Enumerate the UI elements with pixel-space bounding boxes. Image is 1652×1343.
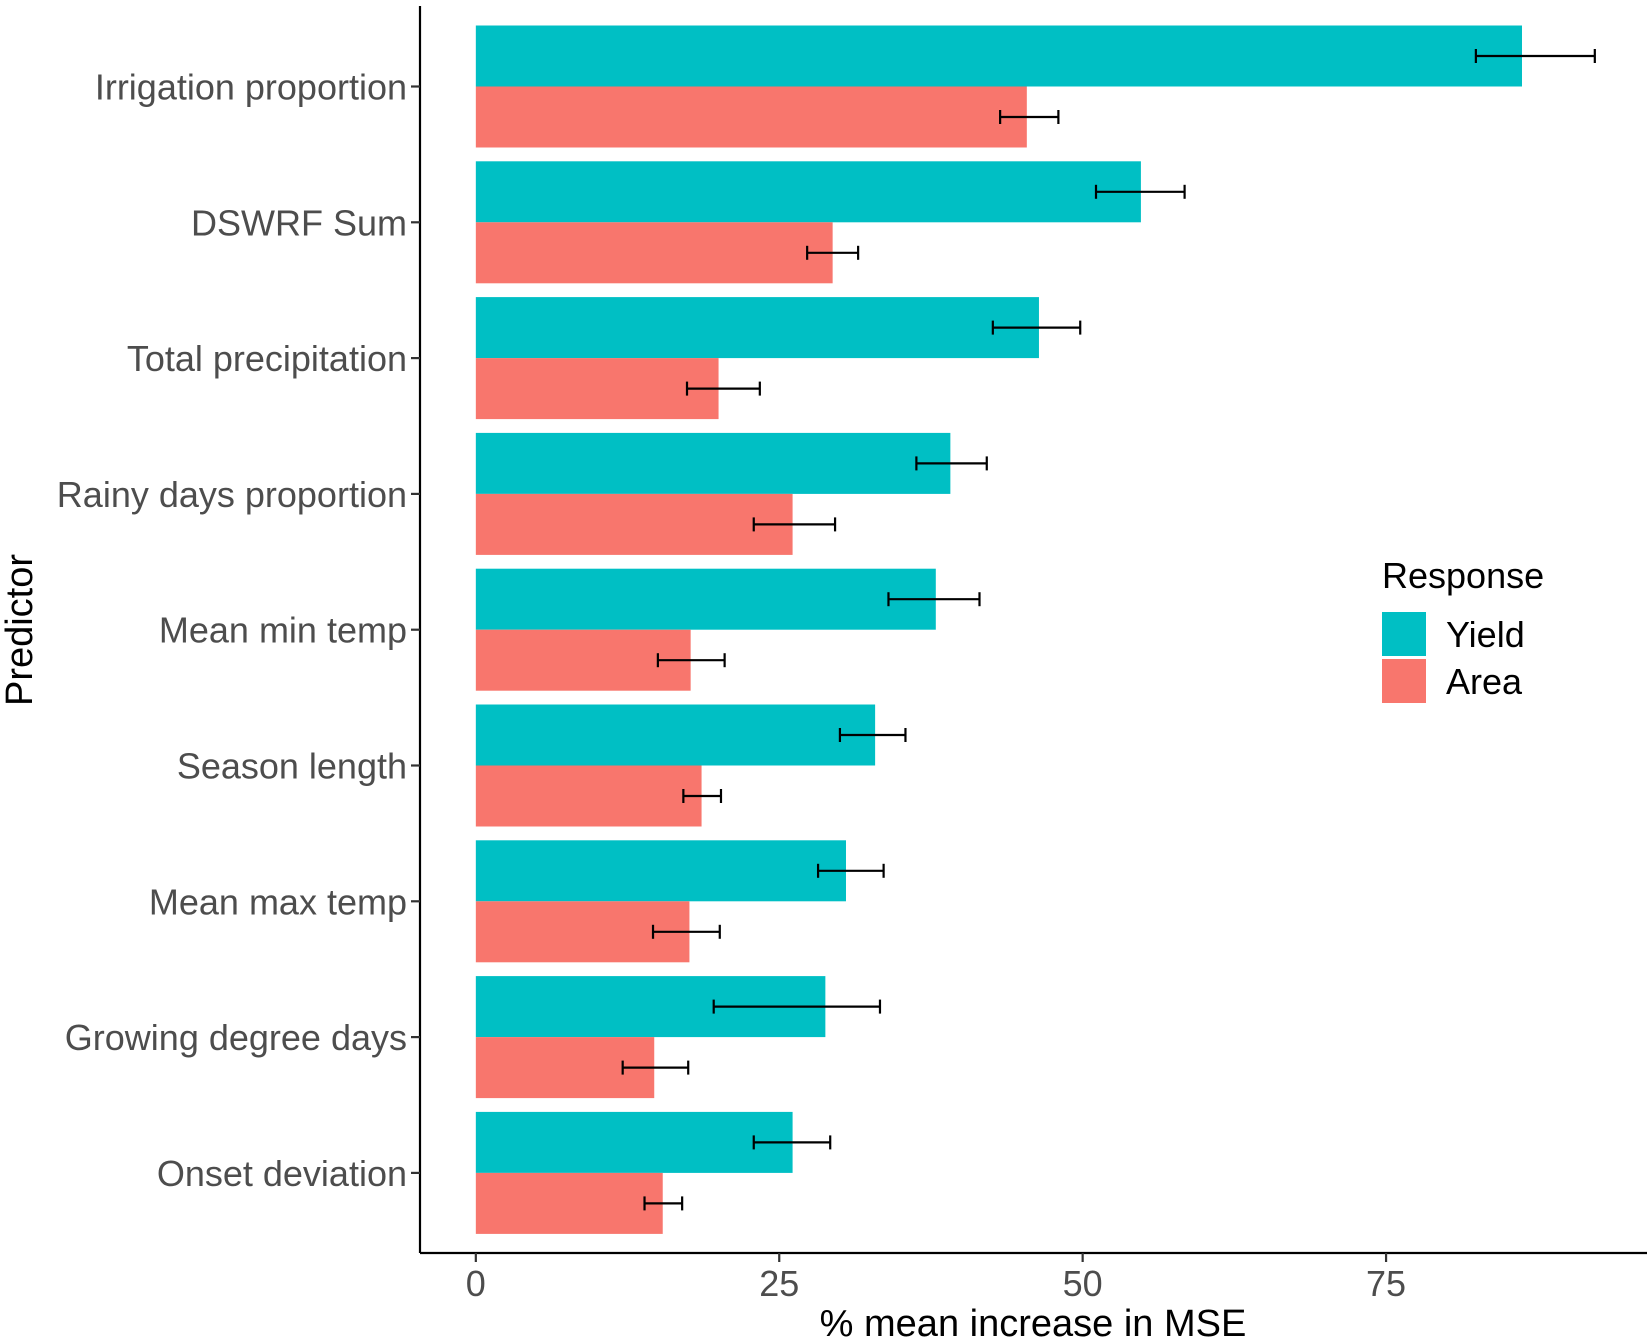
bar-area [475, 222, 833, 284]
bar-area [475, 629, 691, 691]
error-bar-area [643, 1196, 684, 1211]
error-bar-yield [887, 592, 981, 607]
legend-label: Area [1446, 661, 1523, 702]
y-tick-label: Growing degree days [65, 1017, 407, 1058]
x-tick-label: 75 [1366, 1263, 1406, 1304]
legend: Response Yield Area [1382, 555, 1544, 703]
y-tick-label: Rainy days proportion [57, 474, 407, 515]
legend-item-area: Area [1382, 659, 1523, 703]
y-ticks-layer: Irrigation proportion DSWRF Sum Total prec… [57, 67, 420, 1194]
error-bar-area [656, 653, 726, 668]
y-tick-label: Total precipitation [127, 338, 407, 379]
error-bar-yield [1474, 49, 1596, 63]
error-bar-area [999, 110, 1060, 124]
y-tick-label: Mean min temp [159, 610, 407, 651]
x-ticks-layer: 0 25 50 75 [466, 1253, 1406, 1304]
error-bar-yield [991, 320, 1082, 335]
x-tick-label: 50 [1063, 1263, 1103, 1304]
error-bar-yield [1094, 184, 1186, 199]
x-axis-title: % mean increase in MSE [820, 1303, 1247, 1343]
bar-area [475, 1172, 663, 1234]
y-axis-title: Predictor [0, 554, 41, 706]
error-bars-layer [621, 49, 1596, 1211]
bar-yield [475, 840, 846, 902]
bar-area [475, 493, 793, 555]
x-tick-label: 0 [466, 1263, 486, 1304]
y-tick-label: Onset deviation [157, 1153, 407, 1194]
error-bar-yield [915, 456, 988, 471]
error-bar-area [651, 924, 721, 939]
error-bar-area [685, 381, 761, 396]
legend-item-yield: Yield [1382, 612, 1525, 656]
error-bar-area [752, 517, 837, 532]
bar-yield [475, 297, 1039, 359]
bars-layer [475, 25, 1522, 1234]
error-bar-area [682, 789, 723, 803]
bar-area [475, 358, 719, 420]
legend-key-yield [1382, 612, 1426, 656]
error-bar-yield [712, 999, 882, 1014]
error-bar-area [621, 1060, 690, 1075]
error-bar-yield [752, 1135, 832, 1150]
legend-label: Yield [1446, 614, 1525, 655]
y-tick-label: DSWRF Sum [191, 202, 407, 243]
y-tick-label: Mean max temp [149, 881, 407, 922]
error-bar-yield [816, 863, 885, 878]
y-tick-label: Season length [177, 746, 407, 787]
error-bar-area [806, 245, 860, 260]
y-tick-label: Irrigation proportion [95, 67, 407, 108]
error-bar-yield [838, 728, 907, 742]
x-tick-label: 25 [759, 1263, 799, 1304]
bar-yield [475, 704, 876, 766]
bar-area [475, 765, 702, 827]
legend-title: Response [1382, 555, 1544, 596]
bar-yield [475, 1111, 793, 1173]
bar-yield [475, 161, 1141, 223]
bar-area [475, 86, 1027, 148]
bar-yield [475, 25, 1522, 87]
bar-yield [475, 432, 951, 494]
bar-yield [475, 568, 936, 630]
legend-key-area [1382, 659, 1426, 703]
